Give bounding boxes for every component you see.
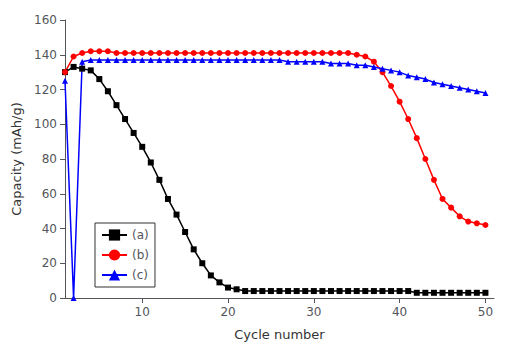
svg-text:Cycle number: Cycle number: [234, 327, 325, 342]
svg-text:20: 20: [220, 305, 235, 319]
svg-text:40: 40: [42, 222, 57, 236]
svg-text:140: 140: [34, 48, 57, 62]
svg-text:100: 100: [34, 117, 57, 131]
svg-text:40: 40: [392, 305, 407, 319]
svg-text:30: 30: [306, 305, 321, 319]
svg-text:(c): (c): [132, 268, 148, 282]
svg-text:120: 120: [34, 83, 57, 97]
svg-text:160: 160: [34, 13, 57, 27]
svg-text:50: 50: [478, 305, 493, 319]
svg-text:(a): (a): [132, 228, 149, 242]
svg-text:60: 60: [42, 187, 57, 201]
svg-text:Capacity (mAh/g): Capacity (mAh/g): [9, 102, 24, 216]
svg-text:10: 10: [135, 305, 150, 319]
svg-text:20: 20: [42, 256, 57, 270]
svg-text:(b): (b): [132, 248, 149, 262]
svg-text:0: 0: [49, 291, 57, 305]
svg-text:80: 80: [42, 152, 57, 166]
